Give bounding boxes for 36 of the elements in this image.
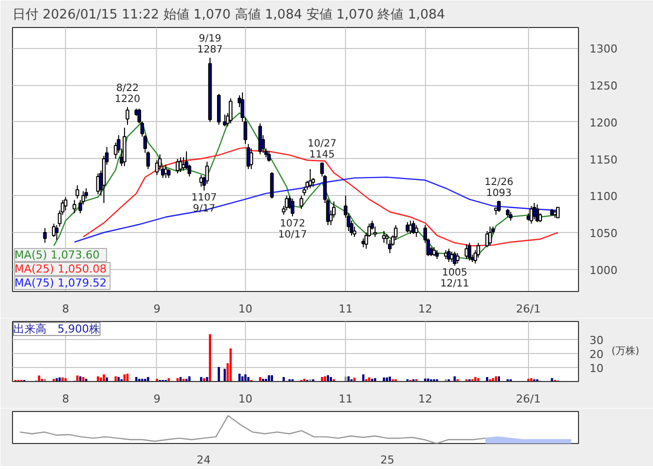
y-tick-label: 1000 <box>590 264 618 277</box>
x-tick-label: 25 <box>380 454 394 466</box>
x-tick-label: 11 <box>338 302 353 316</box>
annotation: 10/27 1145 <box>308 138 336 160</box>
x-tick-label: 9 <box>153 302 160 316</box>
annotation: 12/26 1093 <box>484 176 514 199</box>
y-tick-label: 30 <box>590 334 604 348</box>
x-tick-label: 26/1 <box>516 302 541 316</box>
x-tick-label: 8 <box>62 392 70 406</box>
x-tick-label: 11 <box>338 392 353 406</box>
series-label: MA(5) 1,073.60 <box>14 248 100 262</box>
y-tick-label: 1300 <box>590 42 618 56</box>
chart-title: 日付 2026/01/15 11:22 始値 1,070 高値 1,084 安値 1,070 終値 1,084 <box>12 6 446 22</box>
y-tick-label: 1200 <box>590 116 618 130</box>
y-axis-title: (万株) <box>611 345 640 357</box>
x-tick-label: 9 <box>153 392 160 406</box>
x-tick-label: 10 <box>238 392 252 406</box>
y-tick-label: 10 <box>590 362 604 376</box>
annotation: 1072 10/17 <box>278 218 307 240</box>
x-tick-label: 8 <box>62 302 70 316</box>
annotation: 8/22 1220 <box>114 83 140 106</box>
x-tick-label: 12 <box>418 302 432 316</box>
x-tick-label: 26/1 <box>516 392 541 406</box>
x-tick-label: 12 <box>418 392 432 406</box>
y-tick-label: 20 <box>590 348 604 362</box>
text: MA(25) 1,050.08 <box>14 262 107 276</box>
chart-title: 出来高 5,900株 <box>14 322 100 336</box>
y-tick-label: 1050 <box>590 227 618 240</box>
y-tick-label: 1150 <box>590 153 618 166</box>
annotation: 1005 12/11 <box>440 268 470 290</box>
annotation: 9/19 1287 <box>197 34 223 56</box>
x-tick-label: 10 <box>238 302 252 316</box>
y-tick-label: 1250 <box>590 80 618 93</box>
text: MA(75) 1,079.52 <box>14 276 107 290</box>
x-tick-label: 24 <box>196 454 211 466</box>
y-tick-label: 1100 <box>590 190 618 204</box>
